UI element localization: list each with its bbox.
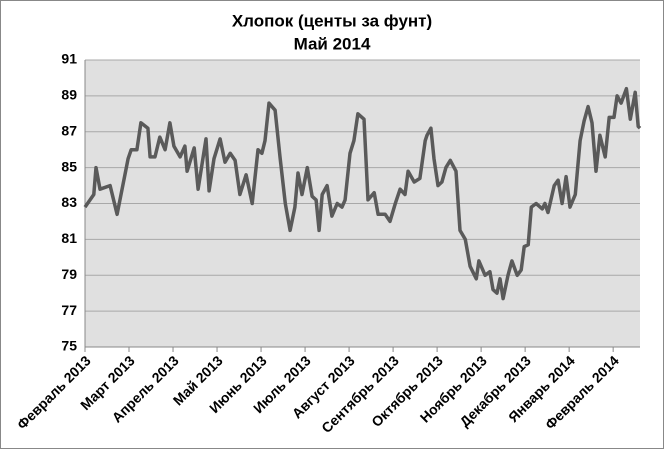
y-tick-label: 81 (61, 230, 77, 246)
y-tick-label: 79 (61, 266, 77, 282)
chart-title: Хлопок (центы за фунт) (232, 11, 432, 30)
y-tick-label: 91 (61, 51, 77, 67)
y-tick-label: 77 (61, 302, 77, 318)
y-tick-label: 87 (61, 122, 77, 138)
y-tick-label: 89 (61, 87, 77, 103)
y-tick-label: 83 (61, 194, 77, 210)
line (83, 86, 642, 301)
chart-subtitle: Май 2014 (294, 34, 371, 53)
y-tick-label: 85 (61, 158, 77, 174)
y-tick-label: 75 (61, 338, 77, 354)
